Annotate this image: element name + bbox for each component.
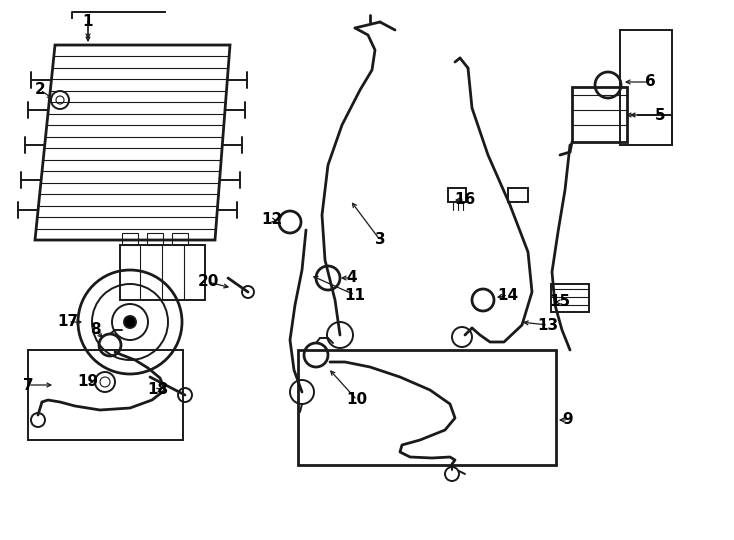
Bar (572, 87, 627, 142)
Text: 9: 9 (563, 413, 573, 428)
Text: 2: 2 (34, 83, 46, 98)
Text: 8: 8 (90, 322, 101, 338)
Bar (448, 188, 466, 202)
Text: 18: 18 (148, 382, 169, 397)
Bar (172, 233, 188, 245)
Text: 19: 19 (78, 375, 98, 389)
Text: 4: 4 (346, 271, 357, 286)
Text: 11: 11 (344, 287, 366, 302)
Bar (120, 245, 205, 300)
Text: 20: 20 (197, 274, 219, 289)
Text: 14: 14 (498, 287, 518, 302)
Bar (620, 30, 672, 145)
Text: 16: 16 (454, 192, 476, 207)
Bar (122, 233, 138, 245)
Text: 15: 15 (550, 294, 570, 309)
Text: 1: 1 (83, 15, 93, 30)
Text: 12: 12 (261, 213, 283, 227)
Text: 6: 6 (644, 75, 655, 90)
Text: 7: 7 (23, 377, 33, 393)
Text: 3: 3 (374, 233, 385, 247)
Bar (147, 233, 163, 245)
Bar (508, 188, 528, 202)
Text: 5: 5 (655, 107, 665, 123)
Bar (551, 284, 589, 312)
Circle shape (124, 316, 136, 328)
Bar (298, 350, 556, 465)
Text: 13: 13 (537, 318, 559, 333)
Text: 10: 10 (346, 393, 368, 408)
Text: 17: 17 (57, 314, 79, 329)
Bar (28, 350, 183, 440)
